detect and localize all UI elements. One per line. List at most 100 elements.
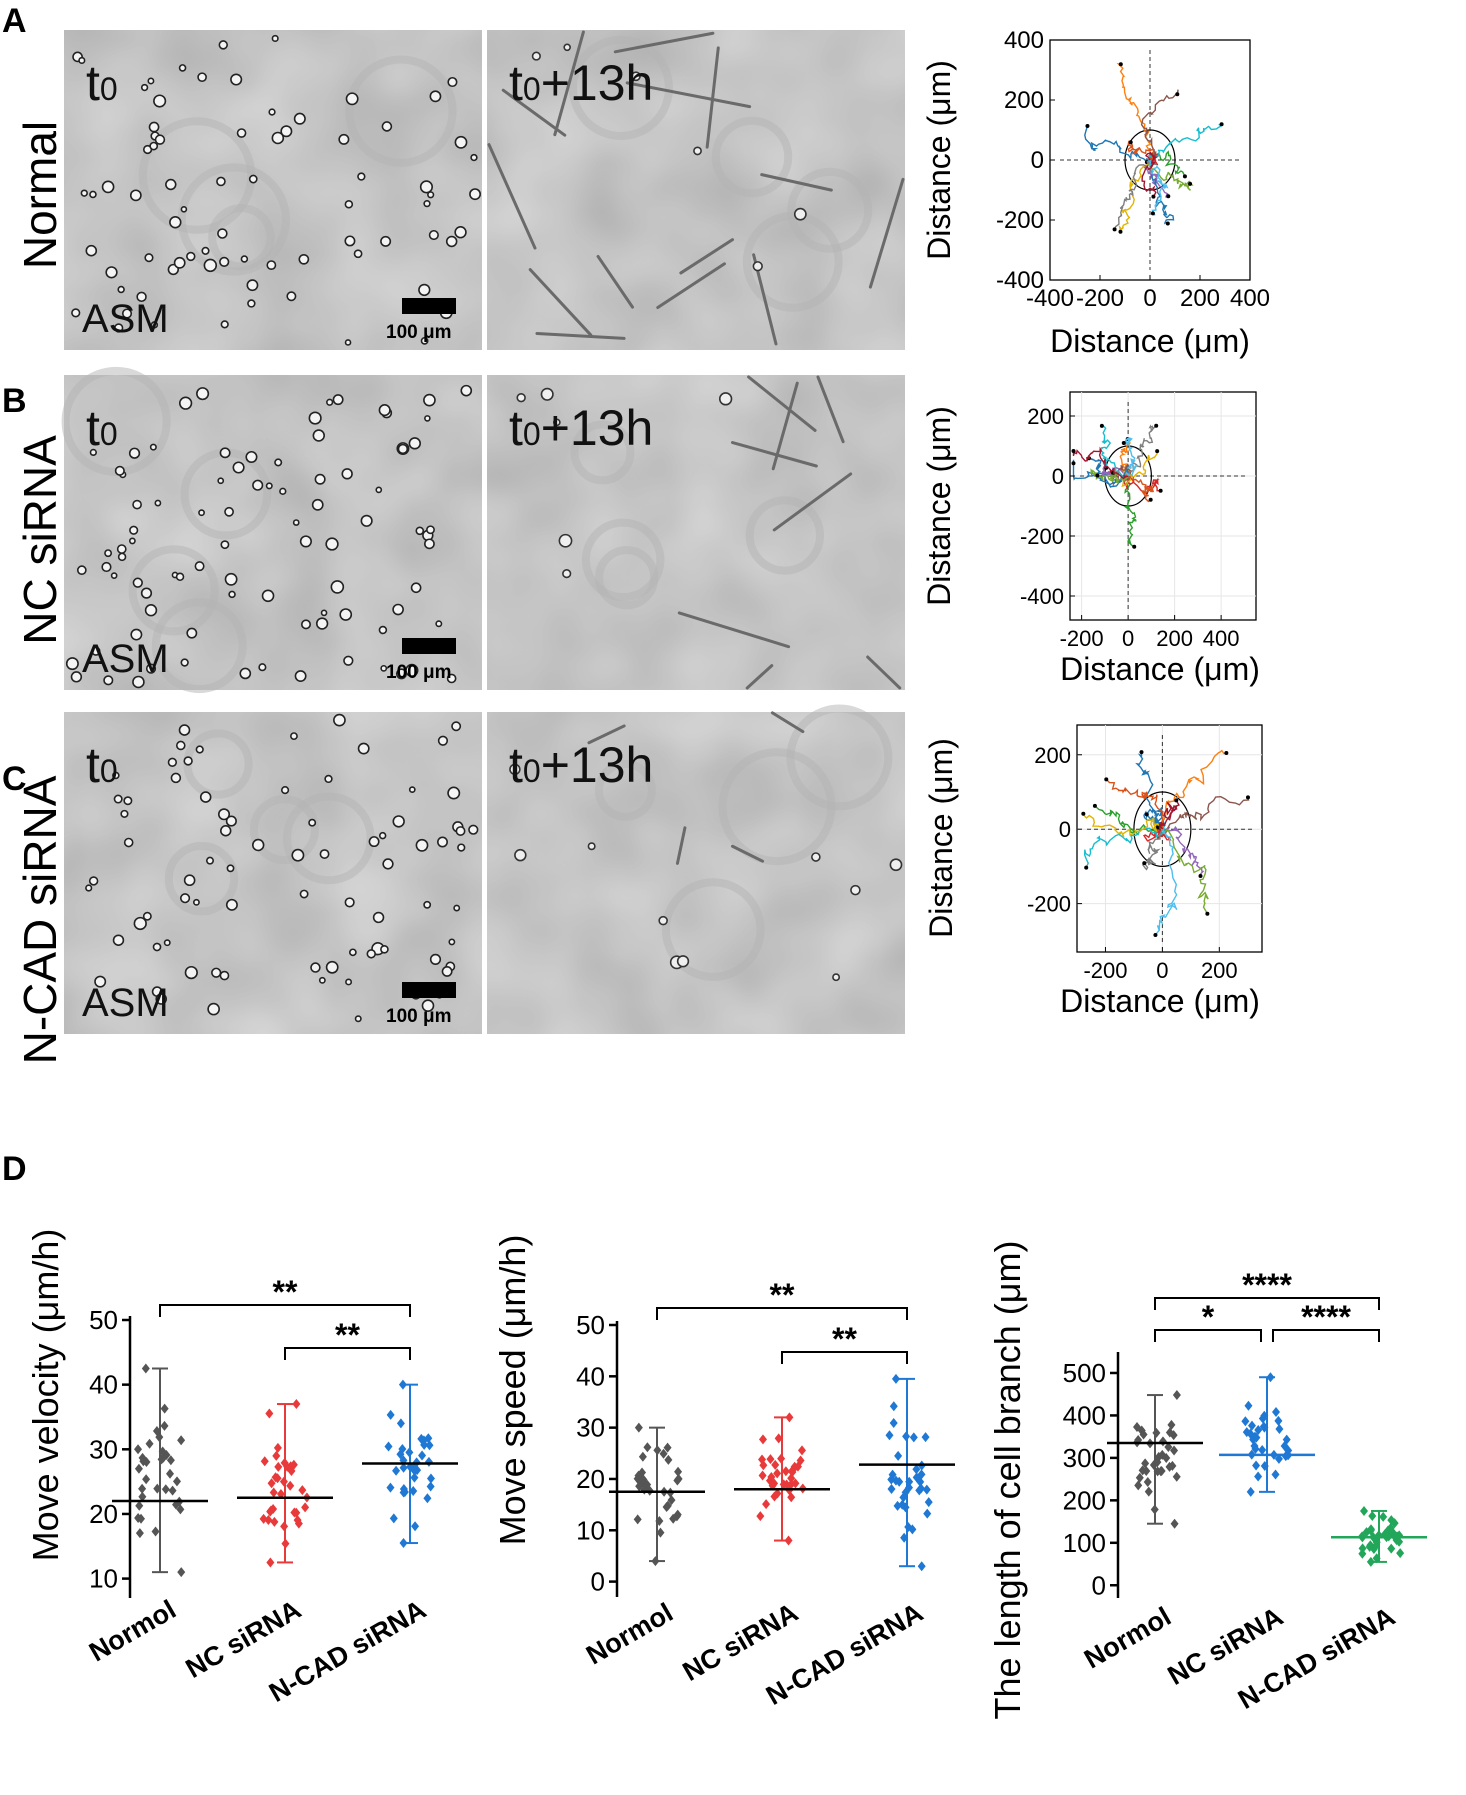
data-point — [1150, 1504, 1159, 1515]
significance-bracket — [284, 1347, 411, 1360]
cell-dot — [299, 889, 309, 899]
cell-type-label: ASM — [82, 981, 169, 1025]
cell-dot — [132, 499, 142, 510]
cell-dot — [128, 537, 136, 545]
cell-branch — [625, 81, 752, 109]
ring-artifact — [128, 545, 219, 636]
data-point — [898, 1499, 907, 1510]
data-point — [270, 1516, 279, 1527]
cell-dot — [219, 447, 231, 459]
cell-dot — [110, 572, 118, 579]
timestamp-t0: t0 — [86, 400, 118, 456]
data-point — [663, 1442, 672, 1453]
cell-dot — [395, 668, 407, 680]
cell-dot — [274, 458, 283, 467]
cell-dot — [429, 90, 442, 103]
cell-dot — [85, 244, 98, 257]
trajectory-plot-nc-sirna: -200 0 200 400 200 0 -200 -400 Distance (μm) Dist… — [921, 391, 1260, 687]
data-point — [888, 1469, 897, 1480]
cell-dot — [144, 253, 154, 263]
cell-dot — [89, 190, 97, 199]
timestamp-t13h: t0+13h — [509, 55, 653, 111]
cell-dot — [454, 226, 467, 239]
data-point — [1274, 1415, 1283, 1426]
data-point — [1162, 1452, 1171, 1463]
trajectory-line — [1162, 825, 1205, 877]
ring-artifact — [164, 842, 239, 916]
cell-dot — [368, 836, 380, 848]
data-point — [292, 1507, 301, 1518]
cell-dot — [224, 572, 238, 586]
cell-dot — [80, 189, 88, 197]
data-point — [889, 1401, 898, 1412]
ring-artifact — [594, 759, 656, 821]
panel-letter-a: A — [2, 2, 27, 40]
cell-dot — [451, 721, 462, 732]
significance-bracket — [1154, 1297, 1380, 1310]
micrograph-ncad-sirna-t13h: t0+13h — [487, 704, 905, 1034]
data-point — [286, 1480, 295, 1491]
cell-dot — [94, 975, 107, 988]
trajectory-line — [1159, 749, 1227, 830]
timestamp-subscript: 0 — [100, 753, 118, 789]
y-tick-label: 0 — [1059, 817, 1071, 842]
cell-dot — [101, 180, 115, 194]
data-point — [659, 1448, 668, 1459]
cell-dot — [357, 172, 366, 181]
data-point — [1241, 1416, 1250, 1427]
data-point — [771, 1459, 780, 1470]
cell-dot — [154, 134, 166, 145]
data-point — [1153, 1457, 1162, 1468]
data-point — [271, 1472, 280, 1483]
data-point — [916, 1476, 925, 1487]
data-point — [398, 1379, 407, 1390]
data-point — [887, 1483, 896, 1494]
data-point — [138, 1483, 147, 1494]
cell-dot — [410, 582, 422, 594]
cell-dot — [130, 628, 143, 641]
data-point — [756, 1511, 765, 1522]
trajectory-endpoint — [1182, 174, 1187, 179]
micrograph-normal-t13h: t0+13h — [487, 30, 905, 350]
data-point — [158, 1446, 167, 1457]
ring-artifact — [208, 204, 275, 271]
significance-label: * — [1202, 1299, 1215, 1335]
data-point — [399, 1538, 408, 1549]
cell-dot — [163, 939, 171, 947]
data-point — [1143, 1477, 1152, 1488]
data-point — [280, 1521, 289, 1532]
significance-label: ** — [832, 1321, 857, 1357]
cell-dot — [344, 235, 356, 247]
data-point — [1358, 1543, 1367, 1554]
y-tick-label: 200 — [1004, 87, 1044, 114]
cell-dot — [129, 189, 142, 202]
cell-branch — [760, 173, 833, 192]
cell-dot — [415, 526, 425, 536]
trajectory-endpoint — [1084, 865, 1089, 870]
cell-dot — [169, 216, 182, 229]
data-point — [399, 1487, 408, 1498]
cell-dot — [408, 786, 416, 794]
timestamp-t13h: t0+13h — [509, 737, 653, 793]
data-point — [274, 1461, 283, 1472]
category-label: Normol — [581, 1597, 678, 1670]
data-point — [396, 1449, 405, 1460]
trajectory-line — [1141, 151, 1158, 197]
data-point — [134, 1444, 143, 1455]
data-point — [172, 1476, 181, 1487]
y-axis-label: Distance (μm) — [921, 60, 957, 260]
data-point — [1250, 1440, 1259, 1451]
cell-dot — [265, 482, 273, 490]
significance-label: ** — [335, 1317, 360, 1353]
significance-label: ** — [770, 1277, 795, 1313]
data-point — [273, 1442, 282, 1453]
cell-dot — [516, 392, 526, 403]
cell-dot — [179, 893, 191, 904]
cell-branch — [677, 611, 791, 649]
cell-dot — [116, 544, 127, 554]
trajectory-line — [1113, 159, 1158, 230]
data-point — [1372, 1553, 1381, 1564]
cell-dot — [218, 40, 228, 50]
cell-dot — [252, 479, 264, 491]
trajectory-endpoint — [1099, 423, 1104, 428]
